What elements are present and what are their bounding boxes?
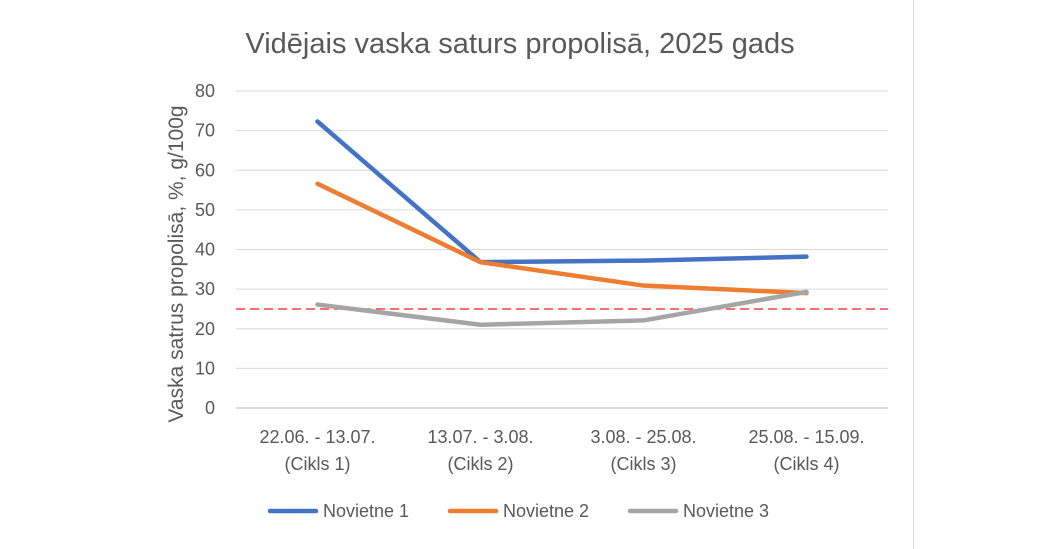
y-tick-label: 30 [195,279,215,299]
y-tick-label: 40 [195,240,215,260]
y-tick-label: 0 [205,398,215,418]
series-line-3 [315,289,809,328]
x-tick-label-line: (Cikls 2) [448,454,514,474]
y-tick-label: 70 [195,121,215,141]
x-tick-label: 25.08. - 15.09. (Cikls 4) [748,427,864,474]
x-tick-label-line: 3.08. - 25.08. [590,427,696,447]
x-tick-label: 3.08. - 25.08. (Cikls 3) [590,427,696,474]
x-tick-label-line: 25.08. - 15.09. [748,427,864,447]
x-tick-label: 22.06. - 13.07. (Cikls 1) [259,427,375,474]
y-tick-label: 10 [195,358,215,378]
x-tick-label-line: (Cikls 1) [285,454,351,474]
y-axis-title: Vaska satrus propolisā, %, g/100g [165,105,188,422]
legend-label: Novietne 1 [323,501,409,521]
x-tick-label-line: 22.06. - 13.07. [259,427,375,447]
legend-label: Novietne 2 [503,501,589,521]
gridlines [236,90,888,409]
legend-label: Novietne 3 [683,501,769,521]
x-tick-label-line: (Cikls 3) [611,454,677,474]
series-line-1 [315,119,809,265]
y-tick-label: 80 [195,81,215,101]
y-axis-ticks: 0 10 20 30 40 50 60 70 80 [195,81,215,418]
y-tick-label: 60 [195,160,215,180]
x-axis-ticks: 22.06. - 13.07. (Cikls 1) 13.07. - 3.08. (C… [259,427,864,474]
y-tick-label: 50 [195,200,215,220]
x-tick-label-line: (Cikls 4) [774,454,840,474]
x-tick-label-line: 13.07. - 3.08. [427,427,533,447]
chart-title: Vidējais vaska saturs propolisā, 2025 ga… [245,28,794,60]
y-tick-label: 20 [195,319,215,339]
x-tick-label: 13.07. - 3.08. (Cikls 2) [427,427,533,474]
plot-area-border [913,0,914,549]
legend: Novietne 1 Novietne 2 Novietne 3 [267,501,769,521]
series-lines [315,119,809,328]
series-line-2 [315,181,809,296]
